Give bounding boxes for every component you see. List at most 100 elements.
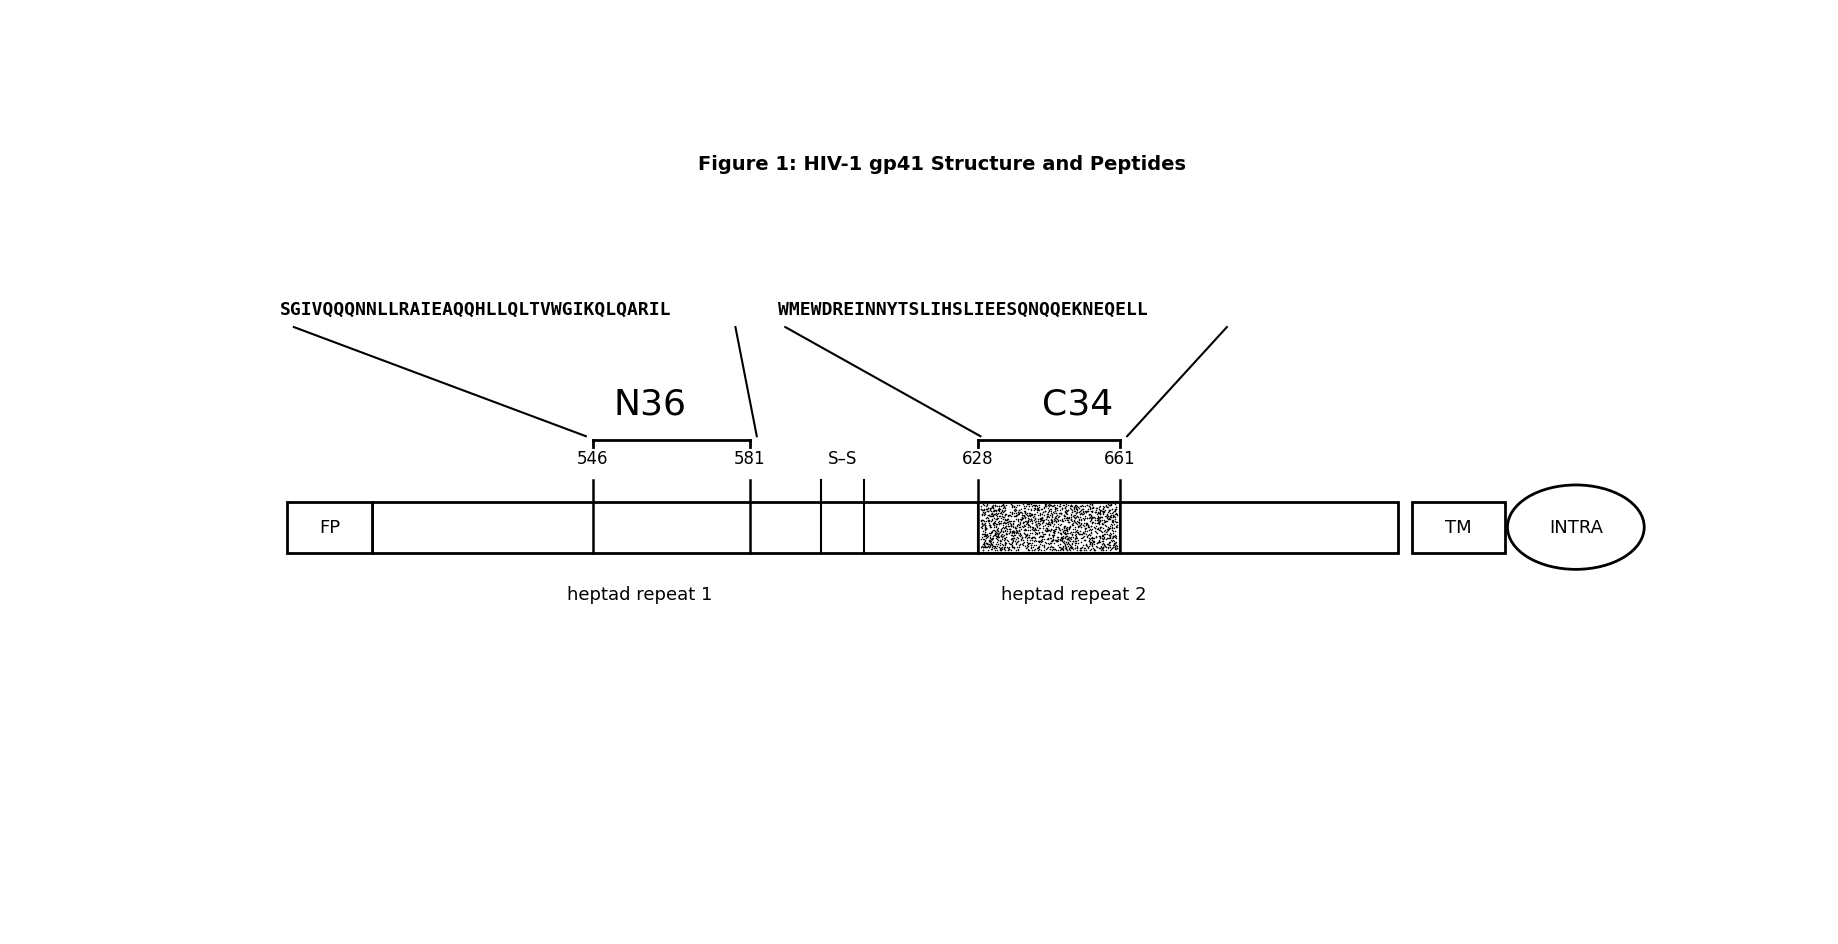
- Point: [1044, 538, 1073, 553]
- Point: [1088, 534, 1118, 549]
- Point: [1046, 523, 1075, 538]
- Point: [1061, 526, 1090, 541]
- Point: [994, 509, 1024, 524]
- Point: [1062, 498, 1092, 514]
- Point: [1002, 521, 1031, 536]
- Point: [1040, 513, 1070, 528]
- Point: [1048, 501, 1077, 516]
- Point: [1020, 521, 1049, 536]
- Point: [991, 531, 1020, 547]
- Point: [1088, 504, 1118, 519]
- Point: [1048, 514, 1077, 530]
- Point: [994, 519, 1024, 534]
- Point: [1059, 500, 1088, 515]
- Point: [1075, 537, 1105, 552]
- Point: [1049, 499, 1079, 514]
- Point: [1059, 509, 1088, 524]
- Point: [1088, 504, 1118, 519]
- Point: [1037, 517, 1066, 532]
- Point: [1073, 512, 1103, 527]
- Point: [1073, 518, 1103, 533]
- Point: [1024, 542, 1053, 557]
- Point: [980, 524, 1009, 539]
- Point: [994, 519, 1024, 534]
- Point: [1000, 502, 1029, 517]
- Point: [980, 528, 1009, 543]
- Point: [1013, 497, 1042, 513]
- Point: [989, 520, 1018, 535]
- Point: [980, 497, 1009, 513]
- Point: [1088, 513, 1118, 528]
- Point: [989, 520, 1018, 535]
- Point: [1055, 524, 1084, 539]
- Point: [1084, 513, 1114, 528]
- Point: [1000, 504, 1029, 519]
- Point: [1046, 530, 1075, 545]
- Point: [1004, 505, 1033, 520]
- Point: [1075, 498, 1105, 514]
- Point: [967, 517, 996, 532]
- Point: [1024, 540, 1053, 555]
- Point: [976, 498, 1005, 514]
- Point: [1007, 510, 1037, 525]
- Point: [993, 509, 1022, 524]
- Point: [1044, 506, 1073, 521]
- Point: [998, 528, 1027, 543]
- Point: [970, 521, 1000, 536]
- Point: [1095, 529, 1125, 544]
- Point: [1051, 541, 1081, 556]
- Point: [1024, 534, 1053, 549]
- Point: [1015, 519, 1044, 534]
- Point: [1084, 520, 1114, 535]
- Text: SGIVQQQNNLLRAIEAQQHLLQLTVWGIKQLQARIL: SGIVQQQNNLLRAIEAQQHLLQLTVWGIKQLQARIL: [279, 300, 671, 318]
- Point: [1007, 506, 1037, 521]
- Point: [1040, 502, 1070, 517]
- Point: [1066, 516, 1095, 531]
- Point: [989, 525, 1018, 540]
- Point: [1061, 500, 1090, 515]
- Point: [1016, 514, 1046, 529]
- Point: [969, 506, 998, 521]
- Point: [974, 533, 1004, 548]
- Point: [1101, 510, 1130, 525]
- Point: [1059, 542, 1088, 557]
- Point: [1079, 543, 1108, 558]
- Point: [991, 524, 1020, 539]
- Point: [1026, 530, 1055, 545]
- Point: [1066, 518, 1095, 533]
- Point: [1068, 502, 1097, 517]
- Point: [996, 525, 1026, 540]
- Point: [1016, 502, 1046, 517]
- Point: [1086, 507, 1116, 522]
- Point: [1086, 510, 1116, 525]
- Point: [1059, 525, 1088, 540]
- Point: [1051, 520, 1081, 535]
- Point: [996, 531, 1026, 547]
- Point: [1005, 507, 1035, 522]
- Point: [1007, 533, 1037, 548]
- Point: [998, 520, 1027, 535]
- Point: [994, 522, 1024, 537]
- Point: [1061, 506, 1090, 521]
- Point: [1000, 520, 1029, 535]
- Point: [985, 541, 1015, 556]
- Point: [967, 507, 996, 522]
- Point: [1051, 510, 1081, 525]
- Point: [1042, 508, 1072, 523]
- Point: [1094, 511, 1123, 526]
- Point: [970, 498, 1000, 514]
- Point: [983, 530, 1013, 545]
- Point: [1048, 506, 1077, 521]
- Point: [1015, 543, 1044, 558]
- Point: [972, 539, 1002, 554]
- Point: [1101, 515, 1130, 531]
- Point: [1004, 525, 1033, 540]
- Point: [1026, 520, 1055, 535]
- Point: [1016, 507, 1046, 522]
- Point: [1038, 526, 1068, 541]
- Point: [1020, 501, 1049, 516]
- Text: 581: 581: [733, 449, 765, 467]
- Point: [1075, 497, 1105, 512]
- Point: [983, 530, 1013, 545]
- Point: [1037, 536, 1066, 551]
